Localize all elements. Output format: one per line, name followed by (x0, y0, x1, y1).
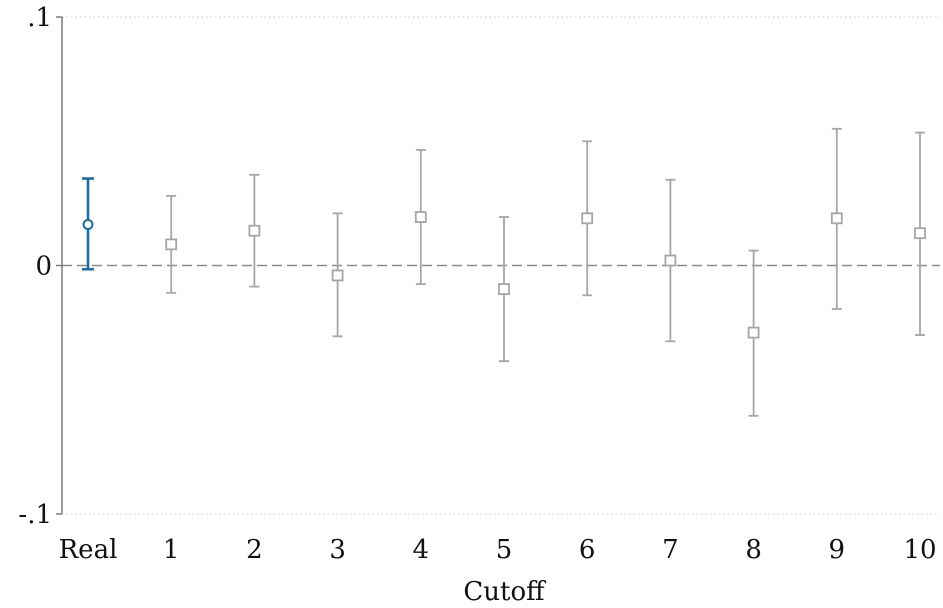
point-estimate-marker (747, 326, 760, 339)
x-tick-label: 4 (413, 535, 430, 565)
x-tick-label: Real (59, 535, 118, 565)
x-tick-label: 2 (246, 535, 263, 565)
x-tick-label: 1 (163, 535, 180, 565)
point-estimate-marker (830, 212, 843, 225)
point-estimate-marker (82, 218, 94, 230)
y-tick-label: .1 (27, 3, 52, 33)
x-tick-label: 3 (329, 535, 346, 565)
x-axis-title: Cutoff (463, 577, 547, 607)
x-tick-label: 10 (903, 535, 936, 565)
x-tick-label: 8 (745, 535, 762, 565)
point-estimate-marker (331, 269, 344, 282)
point-estimate-marker (664, 254, 677, 267)
point-estimate-marker (581, 212, 594, 225)
x-tick-label: 6 (579, 535, 596, 565)
point-estimate-marker (165, 238, 178, 251)
y-tick-label: -.1 (18, 500, 52, 530)
point-estimate-marker (248, 224, 261, 237)
point-estimate-marker (498, 283, 510, 296)
x-tick-label: 9 (829, 535, 846, 565)
y-tick-label: 0 (35, 252, 52, 282)
point-estimate-marker (914, 227, 926, 240)
point-estimate-marker (414, 211, 427, 223)
x-tick-label: 5 (496, 535, 513, 565)
x-tick-label: 7 (662, 535, 679, 565)
